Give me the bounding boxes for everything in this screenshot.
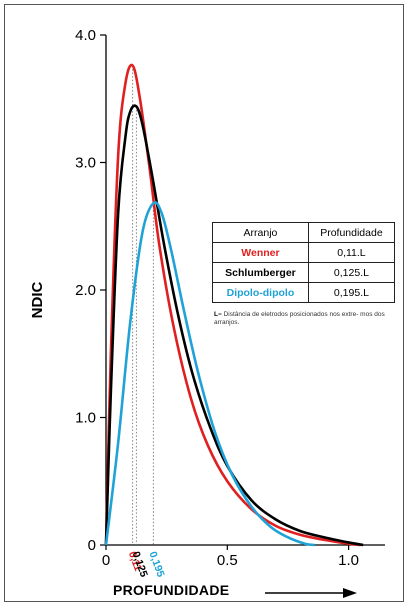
legend-row-schlumberger: Schlumberger 0,125.L: [212, 262, 396, 283]
y-tick-label: 2.0: [75, 282, 96, 299]
x-tick-label: 0: [102, 552, 110, 569]
legend-name: Schlumberger: [212, 262, 309, 283]
legend-header-row: Arranjo Profundidade: [212, 222, 396, 243]
peak-guides: [132, 65, 154, 545]
y-tick-label: 4.0: [75, 27, 96, 44]
series-lines: [104, 63, 364, 547]
x-axis-label: PROFUNDIDADE: [113, 582, 230, 598]
legend-value: 0,195.L: [307, 282, 396, 303]
y-tick-label: 3.0: [75, 155, 96, 172]
legend-row-wenner: Wenner 0,11.L: [212, 242, 396, 263]
series-line-schlumberger: [104, 104, 364, 547]
legend-value: 0,125.L: [307, 262, 396, 283]
legend-table: Arranjo Profundidade Wenner 0,11.L Schlu…: [212, 222, 396, 303]
legend-value: 0,11.L: [307, 242, 396, 263]
axes: [100, 34, 385, 550]
legend-header-arranjo: Arranjo: [212, 222, 309, 243]
figure-frame: [4, 4, 404, 602]
y-axis-label: NDIC: [29, 282, 46, 319]
legend-header-profundidade: Profundidade: [307, 222, 396, 243]
legend-name: Dipolo-dipolo: [212, 282, 309, 303]
x-tick-label: 0.5: [217, 552, 238, 569]
footnote-key: L: [214, 311, 218, 318]
footnote-text: = Distância de eletrodos posicionados no…: [214, 311, 385, 326]
y-tick-label: 0: [88, 537, 96, 554]
legend-row-dipolo: Dipolo-dipolo 0,195.L: [212, 282, 396, 303]
footnote: L= Distância de eletrodos posicionados n…: [214, 311, 400, 327]
x-tick-label: 1.0: [338, 552, 359, 569]
right-arrow-icon: [265, 588, 357, 598]
series-line-dipolo-dipolo: [104, 201, 315, 547]
legend-name: Wenner: [212, 242, 309, 263]
y-tick-label: 1.0: [75, 410, 96, 427]
series-line-wenner: [104, 63, 361, 547]
